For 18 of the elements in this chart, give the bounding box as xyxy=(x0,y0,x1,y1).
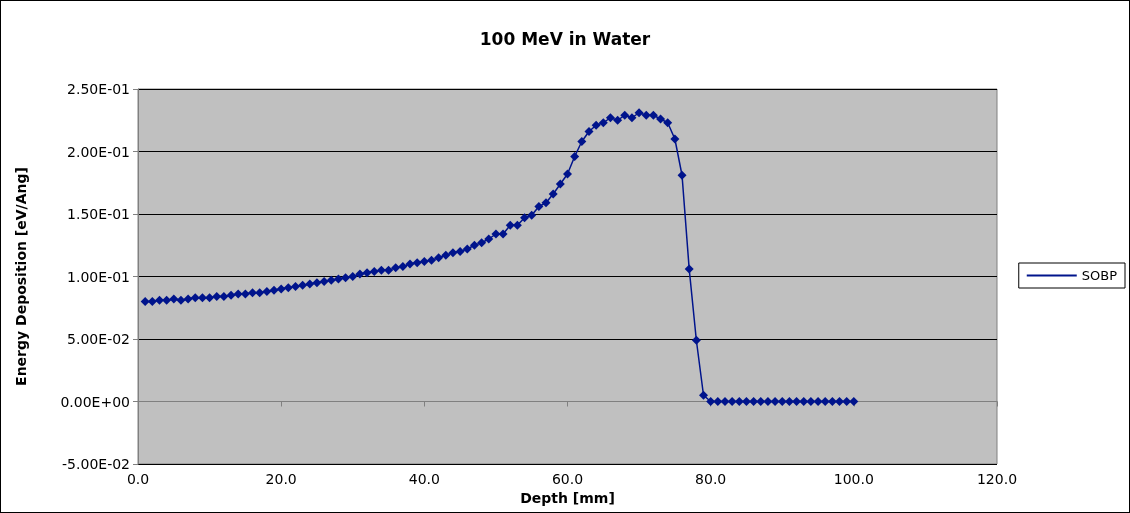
x-tick-label: 20.0 xyxy=(265,471,297,487)
chart-title: 100 MeV in Water xyxy=(479,28,651,49)
y-tick-label: 1.50E-01 xyxy=(67,206,130,222)
y-tick-label: 0.00E+00 xyxy=(60,393,130,410)
x-tick-label: 100.0 xyxy=(833,471,874,487)
y-tick-label: 1.00E-01 xyxy=(67,268,130,285)
x-tick-label: 60.0 xyxy=(551,471,584,487)
x-axis-title: Depth [mm] xyxy=(520,489,615,506)
y-tick-label: 2.00E-01 xyxy=(67,143,130,160)
y-tick-label: 2.50E-01 xyxy=(67,81,130,97)
y-axis-title: Energy Deposition [eV/Ang] xyxy=(13,167,29,386)
x-tick-label: 80.0 xyxy=(695,471,727,487)
x-tick-label: 40.0 xyxy=(408,471,440,487)
legend-label: SOBP xyxy=(1081,268,1118,283)
y-tick-label: -5.00E-02 xyxy=(62,456,130,472)
x-tick-label: 0.0 xyxy=(126,471,150,487)
y-tick-label: 5.00E-02 xyxy=(67,331,130,347)
x-tick-label: 120.0 xyxy=(976,471,1018,487)
